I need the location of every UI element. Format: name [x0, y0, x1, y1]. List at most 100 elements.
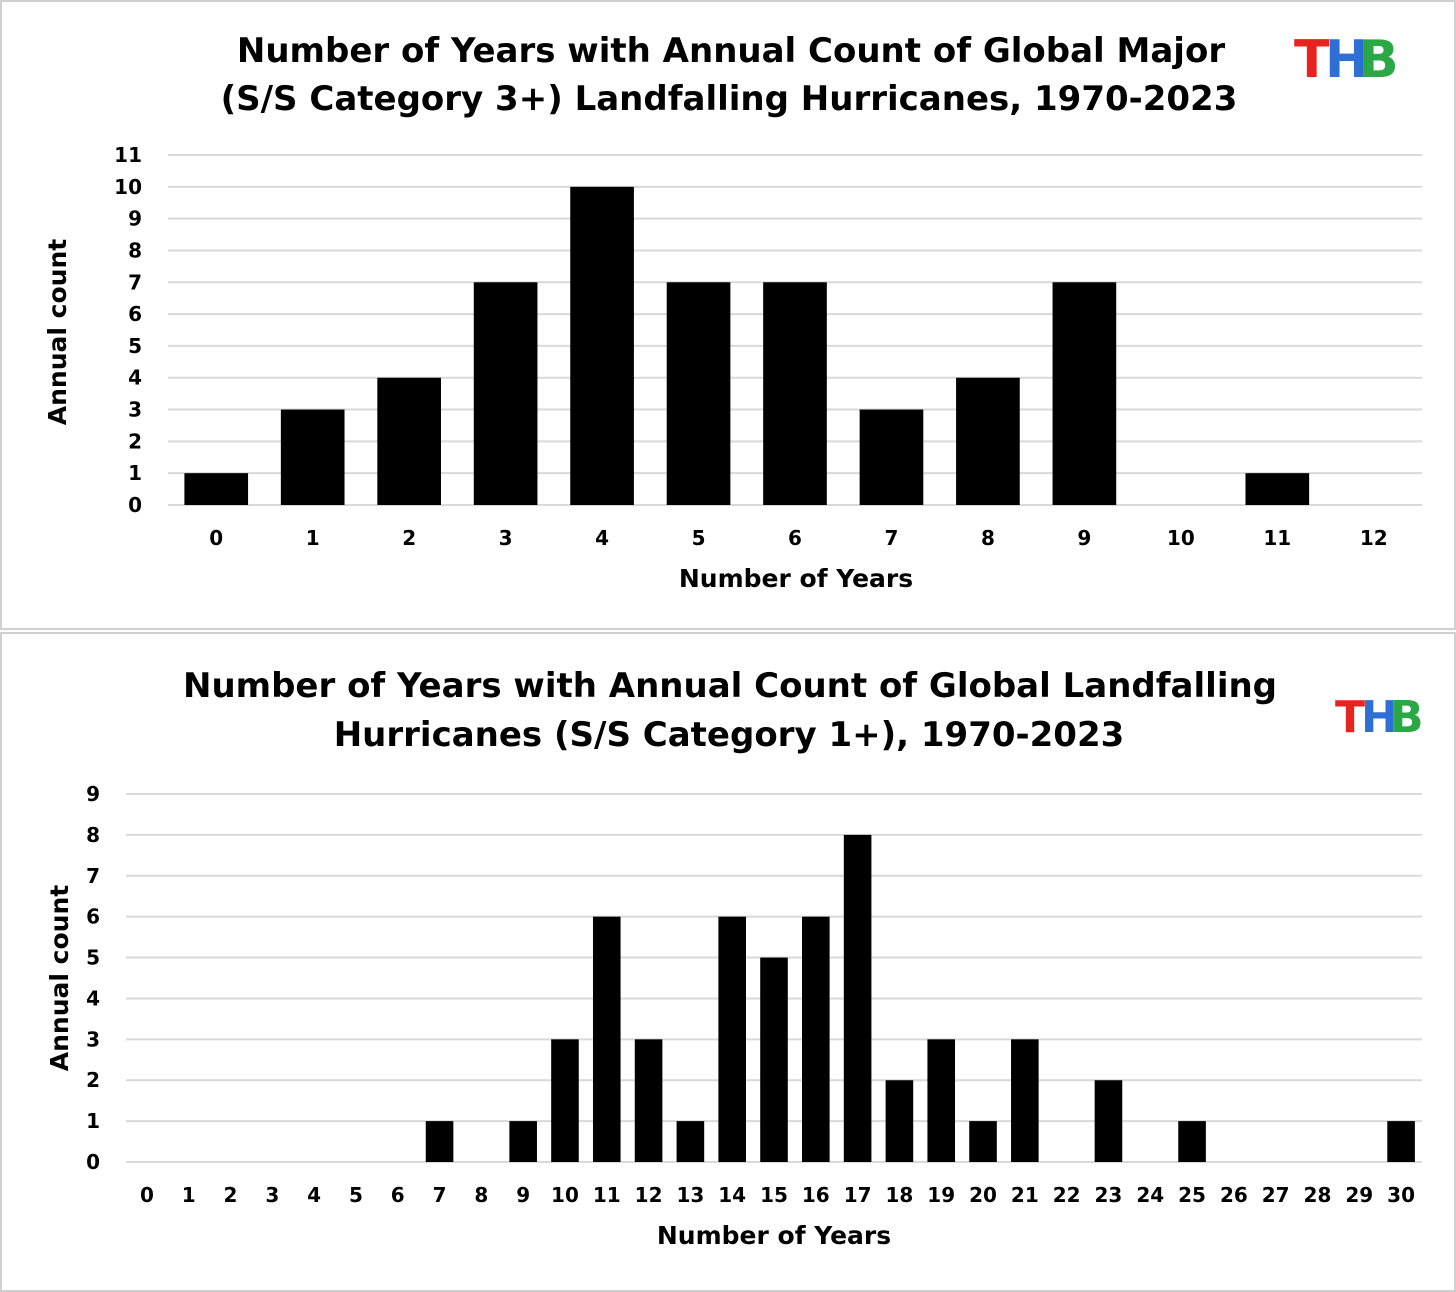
bar-14 [718, 916, 746, 1162]
y-axis-ticks: 0 1 2 3 4 5 6 7 8 9 [86, 782, 100, 1174]
x-tick-label: 3 [499, 526, 513, 550]
bar-7 [425, 1121, 454, 1162]
x-tick-label: 16 [802, 1183, 830, 1207]
bar-13 [676, 1121, 705, 1162]
x-tick-label: 4 [595, 526, 609, 550]
x-axis-ticks: 0 1 2 3 4 5 6 7 8 9 10 11 12 13 14 15 16 17 18 19 20 21 22 23 24… [140, 1183, 1415, 1207]
chart-title-line2: Hurricanes (S/S Category 1+), 1970-2023 [334, 715, 1125, 755]
bar-21 [1011, 1039, 1039, 1162]
y-tick-label: 3 [86, 1027, 100, 1051]
bar-5 [666, 282, 731, 505]
bar-20 [969, 1121, 997, 1162]
y-tick-label: 5 [86, 946, 100, 970]
x-tick-label: 12 [635, 1183, 663, 1207]
bar-30 [1387, 1121, 1415, 1162]
x-tick-label: 7 [885, 526, 899, 550]
x-tick-label: 12 [1360, 526, 1388, 550]
x-tick-label: 30 [1387, 1183, 1415, 1207]
x-tick-label: 2 [224, 1183, 238, 1207]
x-tick-label: 23 [1095, 1183, 1123, 1207]
bars [425, 834, 1415, 1162]
x-axis-label: Number of Years [679, 564, 913, 593]
x-tick-label: 9 [516, 1183, 530, 1207]
x-tick-label: 11 [1263, 526, 1291, 550]
y-tick-label: 6 [86, 905, 100, 929]
x-tick-label: 13 [676, 1183, 704, 1207]
chart-major-hurricanes: Number of Years with Annual Count of Glo… [43, 30, 1422, 593]
bar-9 [1052, 282, 1117, 505]
y-tick-label: 11 [114, 143, 142, 167]
x-tick-label: 18 [885, 1183, 913, 1207]
logo-letter-b: B [1359, 30, 1399, 90]
x-tick-label: 1 [306, 526, 320, 550]
bar-1 [280, 409, 345, 505]
y-tick-label: 8 [128, 238, 142, 262]
x-tick-label: 7 [433, 1183, 447, 1207]
y-tick-label: 5 [128, 334, 142, 358]
x-tick-label: 8 [981, 526, 995, 550]
bar-15 [760, 957, 788, 1162]
x-axis-label: Number of Years [657, 1221, 891, 1250]
y-tick-label: 1 [128, 461, 142, 485]
x-tick-label: 24 [1136, 1183, 1164, 1207]
bar-0 [184, 473, 249, 505]
bar-25 [1178, 1121, 1206, 1162]
x-tick-label: 21 [1011, 1183, 1039, 1207]
x-tick-label: 6 [391, 1183, 405, 1207]
y-tick-label: 9 [128, 207, 142, 231]
chart-all-hurricanes: Number of Years with Annual Count of Glo… [45, 666, 1424, 1250]
logo-letter-t: T [1294, 30, 1330, 90]
bar-8 [956, 377, 1020, 505]
bar-17 [843, 834, 872, 1162]
x-axis-ticks: 0 1 2 3 4 5 6 7 8 9 10 11 12 [209, 526, 1387, 550]
y-tick-label: 0 [86, 1150, 100, 1174]
y-tick-label: 2 [86, 1068, 100, 1092]
y-tick-label: 0 [128, 493, 142, 517]
chart-panel-all: Number of Years with Annual Count of Glo… [0, 632, 1456, 1292]
bar-7 [859, 409, 924, 505]
x-tick-label: 0 [209, 526, 223, 550]
y-axis-label: Annual count [45, 885, 74, 1071]
chart-panel-major: Number of Years with Annual Count of Glo… [0, 0, 1456, 630]
x-tick-label: 14 [718, 1183, 746, 1207]
bar-9 [509, 1121, 537, 1162]
y-tick-label: 7 [86, 864, 100, 888]
x-tick-label: 3 [265, 1183, 279, 1207]
bar-19 [927, 1039, 956, 1162]
logo-letter-h: H [1325, 30, 1369, 90]
x-tick-label: 5 [692, 526, 706, 550]
x-tick-label: 29 [1345, 1183, 1373, 1207]
bar-6 [763, 282, 827, 505]
bar-18 [885, 1080, 914, 1162]
thb-logo: T H B [1335, 692, 1424, 743]
thb-logo: T H B [1294, 30, 1399, 90]
x-tick-label: 0 [140, 1183, 154, 1207]
y-tick-label: 1 [86, 1109, 100, 1133]
bar-16 [802, 916, 830, 1162]
bar-11 [592, 916, 621, 1162]
logo-letter-b: B [1390, 692, 1424, 743]
x-tick-label: 15 [760, 1183, 788, 1207]
y-tick-label: 4 [86, 986, 100, 1010]
x-tick-label: 10 [1167, 526, 1195, 550]
x-tick-label: 27 [1262, 1183, 1290, 1207]
bar-3 [473, 282, 538, 505]
y-tick-label: 10 [114, 175, 142, 199]
bar-23 [1094, 1080, 1123, 1162]
x-tick-label: 6 [788, 526, 802, 550]
bars [184, 186, 1310, 505]
x-tick-label: 17 [844, 1183, 872, 1207]
x-tick-label: 8 [474, 1183, 488, 1207]
x-tick-label: 28 [1304, 1183, 1332, 1207]
bar-12 [634, 1039, 663, 1162]
y-axis-label: Annual count [43, 239, 72, 425]
y-tick-label: 7 [128, 270, 142, 294]
chart-title-line2: (S/S Category 3+) Landfalling Hurricanes… [221, 79, 1238, 119]
bar-10 [551, 1039, 579, 1162]
y-tick-label: 3 [128, 398, 142, 422]
logo-letter-h: H [1361, 692, 1398, 743]
chart-title-line1: Number of Years with Annual Count of Glo… [183, 666, 1277, 706]
x-tick-label: 10 [551, 1183, 579, 1207]
bar-11 [1245, 473, 1310, 505]
x-tick-label: 20 [969, 1183, 997, 1207]
